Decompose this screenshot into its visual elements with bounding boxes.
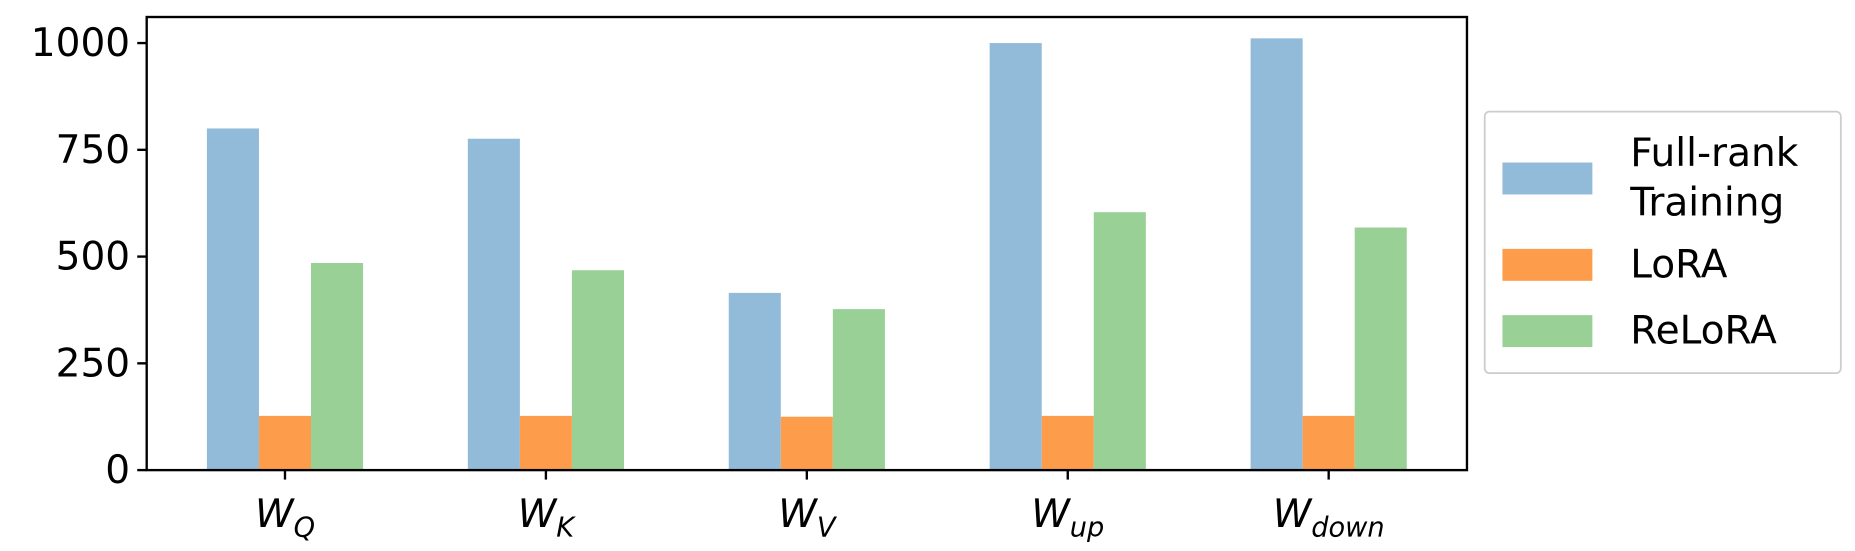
bar (571, 270, 624, 471)
bar (989, 43, 1042, 471)
bar (1041, 415, 1094, 471)
x-tick-base: W (518, 492, 558, 537)
legend-swatch (1502, 315, 1593, 348)
x-tick-sub: V (817, 512, 838, 543)
x-tick-base: W (778, 492, 818, 537)
bar (258, 415, 312, 471)
bar (519, 415, 572, 471)
bar (1093, 212, 1146, 471)
y-tick-label: 0 (105, 448, 130, 493)
x-tick-label: WK (518, 492, 577, 543)
y-tick-label: 1000 (31, 21, 130, 66)
bar (832, 309, 885, 471)
legend-swatch (1502, 162, 1593, 195)
x-tick-label: WV (778, 492, 838, 543)
x-tick-sub: Q (294, 512, 315, 543)
legend-line: Training (1629, 181, 1784, 226)
x-tick-label: WQ (255, 492, 315, 543)
bar (1250, 38, 1303, 471)
x-tick-sub: K (556, 512, 576, 543)
x-tick-sub: up (1070, 512, 1105, 543)
x-tick-base: W (1031, 492, 1071, 537)
y-tick-label: 500 (56, 235, 131, 280)
x-tick-sub: down (1311, 512, 1384, 543)
bar (206, 128, 259, 471)
bar (1302, 415, 1355, 471)
legend-label: LoRA (1630, 242, 1727, 287)
bar (728, 292, 781, 471)
x-tick-label: Wup (1031, 492, 1104, 543)
legend-label: Full-rank Training (1629, 131, 1799, 226)
legend-label: ReLoRA (1630, 309, 1777, 354)
bar (1354, 227, 1407, 471)
x-tick-base: W (255, 492, 295, 537)
legend-swatch (1502, 248, 1593, 281)
bar (780, 416, 833, 471)
x-tick-label: Wdown (1273, 492, 1385, 543)
bar (467, 138, 520, 471)
x-tick-base: W (1273, 492, 1313, 537)
y-tick-label: 250 (56, 341, 131, 386)
y-tick-label: 750 (56, 128, 131, 173)
legend-line: Full-rank (1630, 131, 1799, 176)
bar (311, 262, 364, 471)
